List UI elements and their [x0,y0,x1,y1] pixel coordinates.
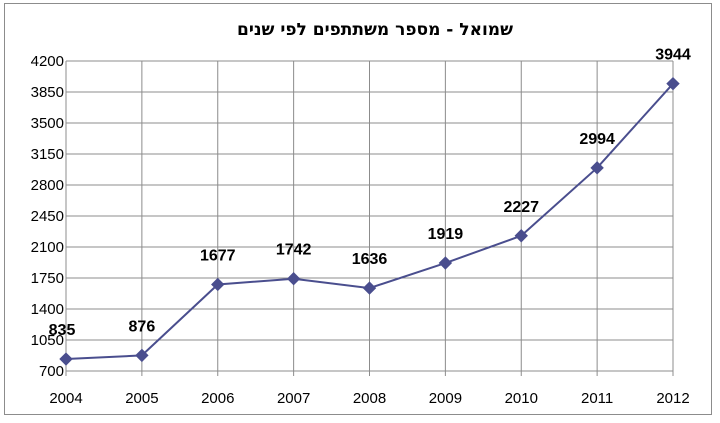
y-tick-label: 3150 [31,146,64,163]
y-tick-label: 4200 [31,53,64,70]
data-label: 2994 [579,131,615,148]
data-point [666,76,680,91]
y-tick-label: 1750 [31,270,64,287]
x-tick-label: 2010 [505,390,538,407]
x-tick-label: 2011 [581,390,613,407]
x-tick-label: 2008 [353,390,386,407]
data-point [362,281,377,295]
x-tick-label: 2009 [429,390,462,407]
data-label: 1919 [428,226,464,243]
data-label: 1636 [352,251,388,268]
chart-frame [4,3,712,415]
data-label: 1742 [276,242,312,259]
x-tick-label: 2007 [277,390,310,407]
data-point [590,161,604,175]
x-axis: 2004 2005 2006 2007 2008 2009 2010 2011 2012 [49,390,689,407]
gridlines [65,60,674,376]
y-tick-label: 3850 [31,84,64,101]
data-labels: 835 876 1677 1742 1636 1919 2227 2994 3944 [49,47,691,339]
y-tick-label: 2100 [31,239,64,256]
x-tick-label: 2012 [656,390,689,407]
data-point [514,229,528,243]
y-tick-label: 1050 [31,332,64,349]
data-point [59,352,73,366]
data-label: 2227 [503,199,539,216]
data-label: 3944 [655,47,691,64]
x-tick-label: 2004 [49,390,82,407]
data-point [211,277,225,292]
y-axis: 700 1050 1400 1750 2100 2450 2800 3150 3500 3850 4… [31,53,64,380]
y-tick-label: 2450 [31,208,64,225]
y-tick-label: 700 [39,363,64,380]
x-tick-label: 2005 [125,390,158,407]
chart-title: שמואל - מספר משתתפים לפי שנים [237,20,513,40]
data-label: 876 [129,318,156,335]
data-point [438,256,453,270]
y-tick-label: 3500 [31,115,64,132]
series [59,76,680,366]
data-label: 835 [49,322,76,339]
y-tick-label: 2800 [31,177,64,194]
y-tick-label: 1400 [31,301,64,318]
x-tick-label: 2006 [201,390,234,407]
data-point [135,348,149,363]
data-point [286,272,301,286]
data-label: 1677 [200,247,236,264]
